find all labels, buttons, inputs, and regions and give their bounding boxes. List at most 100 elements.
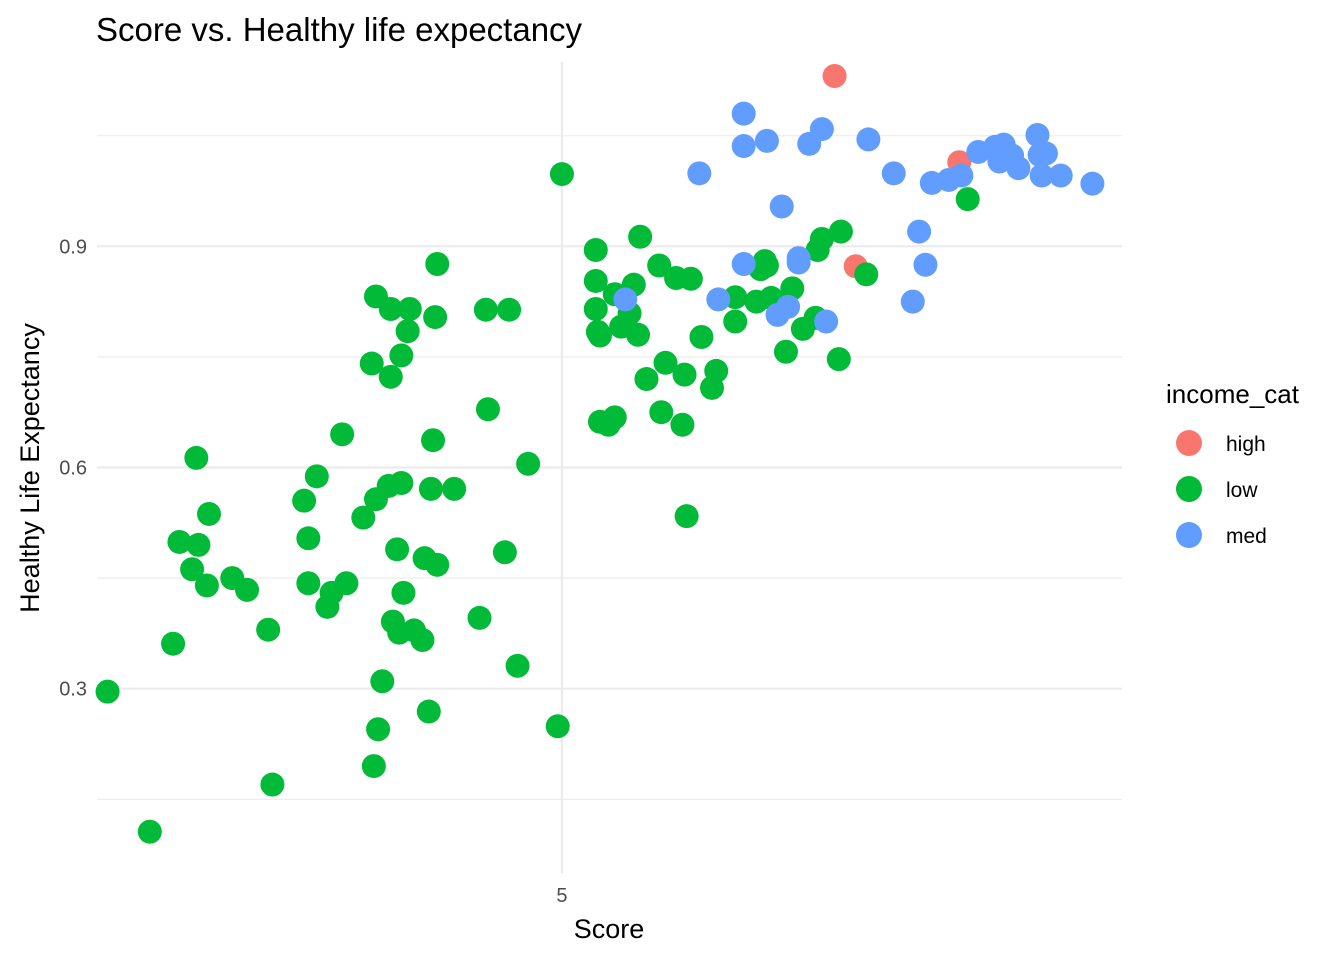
point-low	[649, 400, 674, 425]
x-axis-title: Score	[574, 914, 645, 944]
point-low	[723, 309, 748, 334]
point-med	[856, 127, 881, 152]
point-low	[689, 325, 714, 350]
point-low	[672, 362, 697, 387]
chart-title: Score vs. Healthy life expectancy	[96, 11, 583, 48]
point-low	[497, 297, 522, 322]
point-low	[423, 305, 448, 330]
y-tick-label: 0.9	[59, 236, 87, 258]
point-med	[1048, 163, 1073, 188]
point-low	[296, 571, 321, 596]
point-med	[949, 163, 974, 188]
point-med	[769, 194, 794, 219]
point-low	[955, 187, 980, 212]
point-low	[385, 537, 410, 562]
point-med	[1025, 122, 1050, 147]
point-low	[425, 252, 450, 277]
point-med	[1027, 142, 1052, 167]
point-med	[907, 219, 932, 244]
point-med	[814, 309, 839, 334]
point-low	[704, 358, 729, 383]
point-low	[467, 605, 492, 630]
legend-key-med	[1176, 522, 1202, 548]
point-low	[634, 367, 659, 392]
point-low	[647, 253, 672, 278]
point-low	[826, 347, 851, 372]
point-low	[583, 268, 608, 293]
legend-label-med: med	[1226, 525, 1267, 548]
legend: income_cat high low med	[1166, 379, 1300, 548]
point-low	[161, 631, 186, 656]
point-low	[809, 226, 834, 251]
point-low	[545, 714, 570, 739]
point-low	[626, 322, 651, 347]
point-low	[296, 526, 321, 551]
point-low	[330, 422, 355, 447]
point-low	[505, 653, 530, 678]
point-low	[628, 224, 653, 249]
x-tick-label: 5	[556, 885, 567, 907]
point-low	[602, 405, 627, 430]
point-low	[475, 397, 500, 422]
point-high	[822, 64, 847, 89]
point-med	[913, 252, 938, 277]
point-low	[425, 552, 450, 577]
point-low	[752, 249, 777, 274]
point-low	[653, 350, 678, 375]
point-med	[776, 294, 801, 319]
point-low	[583, 238, 608, 263]
point-med	[706, 287, 731, 312]
point-low	[95, 679, 120, 704]
point-low	[292, 488, 317, 513]
legend-key-high	[1176, 430, 1202, 456]
point-low	[378, 364, 403, 389]
point-low	[370, 669, 395, 694]
point-low	[442, 476, 467, 501]
point-low	[186, 532, 211, 557]
point-low	[516, 451, 541, 476]
y-tick-label: 0.6	[59, 458, 87, 480]
legend-title: income_cat	[1166, 379, 1300, 409]
point-med	[687, 161, 712, 186]
point-low	[260, 772, 285, 797]
legend-items: high low med	[1176, 430, 1267, 548]
point-low	[378, 296, 403, 321]
point-low	[492, 540, 517, 565]
point-low	[854, 262, 879, 287]
point-low	[780, 276, 805, 301]
point-low	[473, 297, 498, 322]
point-med	[754, 128, 779, 153]
point-low	[351, 505, 376, 530]
point-med	[1006, 156, 1031, 181]
point-low	[410, 628, 435, 653]
point-low	[391, 580, 416, 605]
data-points	[95, 64, 1105, 844]
point-low	[421, 428, 446, 453]
grid-lines	[97, 62, 1122, 873]
point-low	[137, 819, 162, 844]
legend-label-high: high	[1226, 433, 1266, 456]
point-low	[674, 504, 699, 529]
point-low	[256, 617, 281, 642]
point-low	[395, 319, 420, 344]
point-low	[587, 323, 612, 348]
point-med	[1029, 163, 1054, 188]
point-med	[731, 101, 756, 126]
y-axis-title: Healthy Life Expectancy	[15, 323, 45, 613]
point-low	[418, 476, 443, 501]
point-low	[361, 754, 386, 779]
point-low	[194, 573, 219, 598]
point-low	[416, 699, 441, 724]
point-low	[366, 717, 391, 742]
point-low	[304, 464, 329, 489]
point-low	[184, 445, 209, 470]
point-low	[773, 339, 798, 364]
point-med	[809, 117, 834, 142]
point-low	[197, 501, 222, 526]
point-low	[180, 557, 205, 582]
point-med	[900, 289, 925, 314]
point-low	[167, 529, 192, 554]
point-low	[670, 412, 695, 437]
y-tick-label: 0.3	[59, 679, 87, 701]
